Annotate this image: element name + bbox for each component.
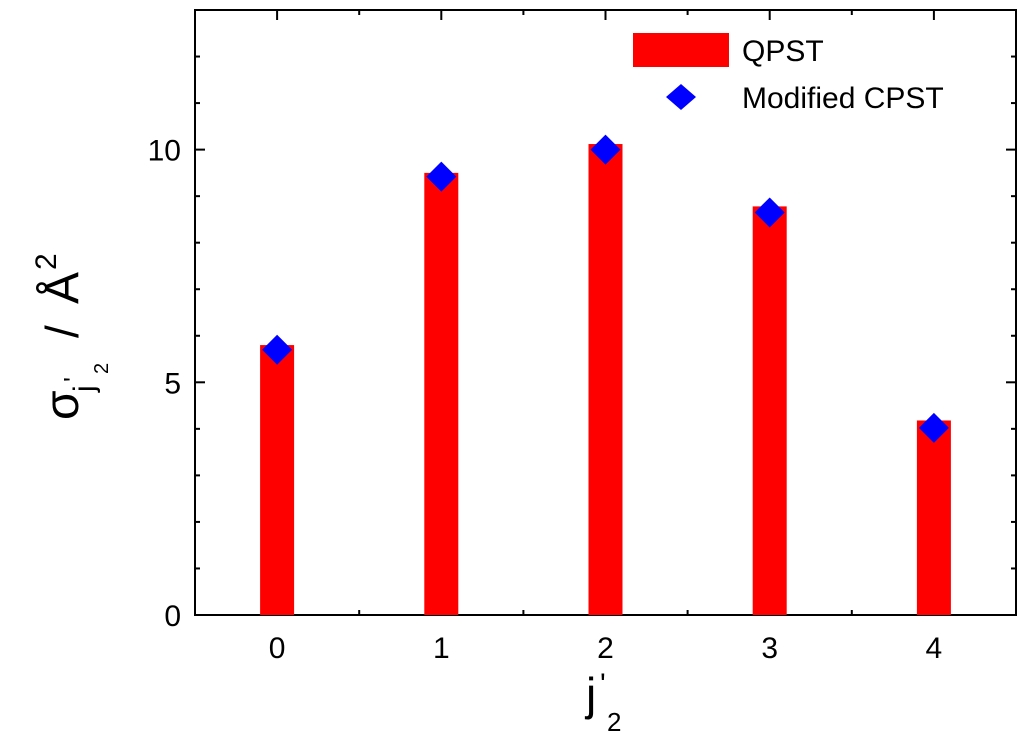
y-tick-label: 5 bbox=[164, 367, 181, 400]
y-axis-title-prime: ' bbox=[58, 377, 88, 382]
legend-swatch-modified-cpst bbox=[666, 84, 696, 110]
legend-label-modified-cpst: Modified CPST bbox=[742, 82, 944, 115]
x-tick-label: 4 bbox=[926, 632, 943, 665]
legend-label-qpst: QPST bbox=[742, 35, 824, 68]
bar-qpst bbox=[752, 206, 787, 615]
legend-swatch-qpst bbox=[633, 33, 729, 67]
x-tick-label: 2 bbox=[597, 632, 614, 665]
bar-qpst bbox=[424, 172, 459, 615]
y-axis-title-sigma: σ bbox=[36, 390, 89, 420]
point-modified-cpst bbox=[262, 334, 293, 365]
bar-qpst bbox=[916, 420, 951, 615]
x-tick-label: 3 bbox=[761, 632, 778, 665]
y-axis-title-unit: Å bbox=[36, 272, 89, 304]
tick-labels: 0 1 2 3 4 0 5 10 bbox=[148, 135, 943, 665]
point-modified-cpst bbox=[426, 161, 457, 192]
x-tick-label: 1 bbox=[433, 632, 450, 665]
axis-ticks bbox=[194, 9, 1017, 616]
bar-qpst bbox=[588, 144, 623, 615]
y-axis-title-exponent: 2 bbox=[30, 253, 63, 270]
point-modified-cpst bbox=[918, 412, 949, 443]
y-axis-title-slash: / bbox=[36, 325, 88, 338]
scatter-series-modified-cpst bbox=[262, 134, 949, 443]
y-axis-title-sub-j: j bbox=[68, 385, 101, 393]
point-modified-cpst bbox=[754, 197, 785, 228]
bar-series-qpst bbox=[260, 144, 951, 615]
x-axis-title-main: j bbox=[584, 668, 596, 720]
point-modified-cpst bbox=[590, 134, 621, 165]
x-tick-label: 0 bbox=[269, 632, 286, 665]
x-axis-title-prime: ' bbox=[600, 668, 606, 701]
y-tick-label: 0 bbox=[164, 600, 181, 633]
y-axis-title: σ j ' 2 / Å 2 bbox=[30, 253, 113, 420]
bar-qpst bbox=[260, 345, 295, 615]
y-axis-title-sub-2: 2 bbox=[91, 363, 113, 374]
x-axis-title: j ' 2 bbox=[584, 668, 621, 737]
legend: QPST Modified CPST bbox=[633, 33, 944, 115]
x-axis-title-subscript: 2 bbox=[607, 707, 621, 737]
y-tick-label: 10 bbox=[148, 135, 181, 168]
